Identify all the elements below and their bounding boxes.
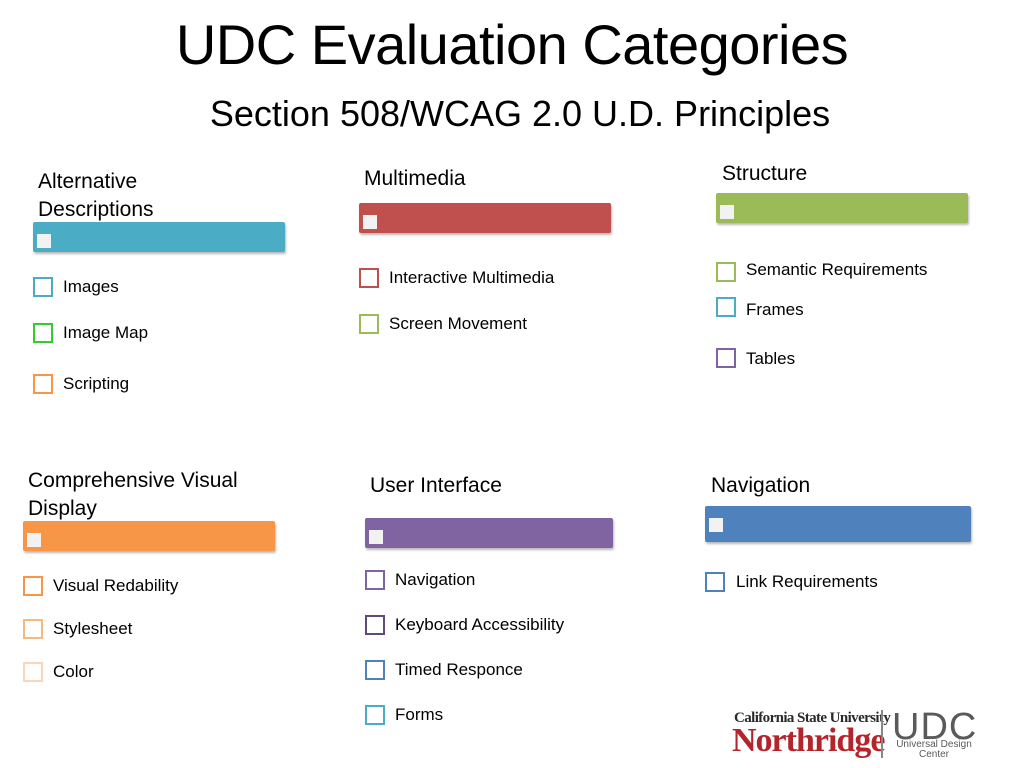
checkbox-icon <box>365 570 385 590</box>
item-label: Scripting <box>63 374 130 393</box>
logo-divider <box>881 710 883 758</box>
item-label: Semantic Requirements <box>746 260 928 279</box>
bar-marker <box>37 234 51 248</box>
group-user-interface: User Interface Navigation Keyboard Acces… <box>365 472 625 732</box>
logo-university: California State University <box>734 710 891 726</box>
item-label: Interactive Multimedia <box>389 268 555 287</box>
checkbox-icon <box>23 662 43 682</box>
item-label: Screen Movement <box>389 314 527 333</box>
checkbox-icon <box>33 374 53 394</box>
group-label: Navigation <box>711 474 811 497</box>
logo-udc: UDC <box>892 706 978 748</box>
item-label: Timed Responce <box>395 660 523 679</box>
item-label: Keyboard Accessibility <box>395 615 565 634</box>
csun-udc-logo: California State University Northridge U… <box>732 706 984 762</box>
page-title: UDC Evaluation Categories <box>175 13 849 76</box>
item-label: Color <box>53 662 94 681</box>
page-subtitle: Section 508/WCAG 2.0 U.D. Principles <box>209 93 831 134</box>
bar-marker <box>363 215 377 229</box>
group-label: Structure <box>722 162 808 185</box>
checkbox-icon <box>365 615 385 635</box>
item-label: Navigation <box>395 570 476 589</box>
bar-marker <box>720 205 734 219</box>
bar-marker <box>709 518 723 532</box>
item-label: Tables <box>746 349 796 368</box>
category-bar <box>705 506 971 542</box>
group-label: Comprehensive Visual Display <box>28 469 238 520</box>
item-label: Images <box>63 277 119 296</box>
group-multimedia: Multimedia Interactive Multimedia Screen… <box>359 165 619 345</box>
checkbox-icon <box>359 268 379 288</box>
checkbox-icon <box>33 277 53 297</box>
item-label: Frames <box>746 300 804 319</box>
category-bar <box>23 521 275 551</box>
logo-campus: Northridge <box>732 722 885 759</box>
group-comprehensive-visual-display: Comprehensive Visual Display Visual Reda… <box>23 467 293 687</box>
bar-marker <box>369 530 383 544</box>
category-bar <box>33 222 285 252</box>
group-structure: Structure Semantic Requirements Frames T… <box>716 160 976 380</box>
checkbox-icon <box>23 576 43 596</box>
group-label: Multimedia <box>364 167 466 190</box>
group-label: User Interface <box>370 474 502 497</box>
checkbox-icon <box>365 660 385 680</box>
group-navigation: Navigation Link Requirements <box>705 472 977 602</box>
bar-marker <box>27 533 41 547</box>
category-bar <box>365 518 613 548</box>
item-label: Forms <box>395 705 444 724</box>
item-label: Image Map <box>63 323 149 342</box>
category-bar <box>359 203 611 233</box>
item-label: Link Requirements <box>736 572 878 591</box>
checkbox-icon <box>23 619 43 639</box>
group-alternative-descriptions: Alternative Descriptions Images Image Ma… <box>33 168 293 398</box>
checkbox-icon <box>716 262 736 282</box>
item-label: Stylesheet <box>53 619 133 638</box>
checkbox-icon <box>716 348 736 368</box>
item-label: Visual Redability <box>53 576 179 595</box>
checkbox-icon <box>705 572 725 592</box>
category-bar <box>716 193 968 223</box>
logo-udc-subtitle: Universal Design Center <box>896 739 972 760</box>
checkbox-icon <box>359 314 379 334</box>
checkbox-icon <box>716 297 736 317</box>
checkbox-icon <box>33 323 53 343</box>
group-label: Alternative Descriptions <box>38 170 154 221</box>
checkbox-icon <box>365 705 385 725</box>
